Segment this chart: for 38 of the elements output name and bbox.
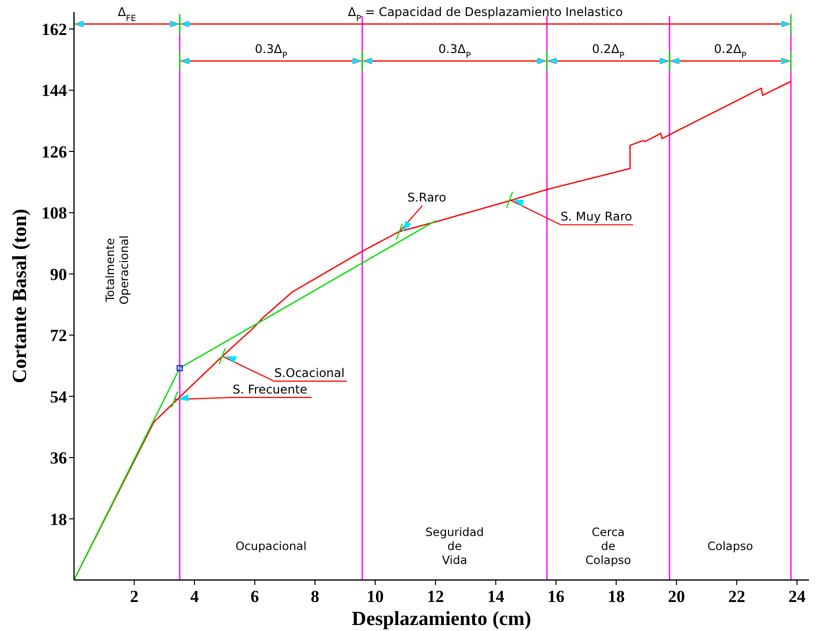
annotation: 0.3Δ$_{P}$ <box>254 42 288 60</box>
x-tick-label: 6 <box>250 587 259 606</box>
annotation: Ocupacional <box>235 539 307 553</box>
annotation: Seguridad de Vida <box>425 525 484 567</box>
annotation: Colapso <box>707 539 754 553</box>
y-tick-label: 36 <box>50 448 67 468</box>
x-tick-label: 20 <box>668 587 685 606</box>
annotation: S. Frecuente <box>232 382 308 396</box>
x-tick-label: 14 <box>487 587 505 606</box>
annotation: Δ$_{FE}$ <box>118 5 136 23</box>
y-tick-label: 18 <box>50 510 67 529</box>
x-tick-label: 2 <box>130 587 138 606</box>
y-tick-label: 108 <box>42 204 67 223</box>
annotation: 0.2Δ$_{P}$ <box>714 42 746 60</box>
annotation: 0.2Δ$_{P}$ <box>592 42 624 60</box>
y-tick-label: 126 <box>42 142 67 162</box>
y-tick-label: 54 <box>50 387 68 406</box>
annotation: 0.3Δ$_{P}$ <box>438 42 471 60</box>
y-axis-title: Cortante Basal (ton) <box>9 208 31 384</box>
x-axis-title: Desplazamiento (cm) <box>352 608 532 630</box>
y-tick-label: 144 <box>42 81 68 100</box>
x-tick-label: 18 <box>608 587 625 606</box>
x-tick-label: 4 <box>190 587 200 606</box>
x-tick-label: 16 <box>547 587 564 606</box>
y-tick-label: 162 <box>42 20 67 40</box>
annotation: Cerca de Colapso <box>585 525 632 567</box>
x-tick-label: 8 <box>310 587 320 606</box>
x-tick-label: 12 <box>426 587 444 606</box>
annotation: S.Ocacional <box>274 366 345 380</box>
annotation: S. Muy Raro <box>560 210 632 224</box>
x-tick-label: 22 <box>728 587 746 606</box>
annotation: S.Raro <box>407 190 446 205</box>
annotation: Totalmente Operacional <box>102 235 131 305</box>
x-tick-label: 24 <box>788 587 806 606</box>
y-tick-label: 90 <box>50 264 67 284</box>
x-tick-label: 10 <box>366 587 384 606</box>
annotation: Δ$_{P}$ = Capacidad de Desplazamiento Inelastico <box>348 5 623 23</box>
y-tick-label: 72 <box>50 326 67 346</box>
